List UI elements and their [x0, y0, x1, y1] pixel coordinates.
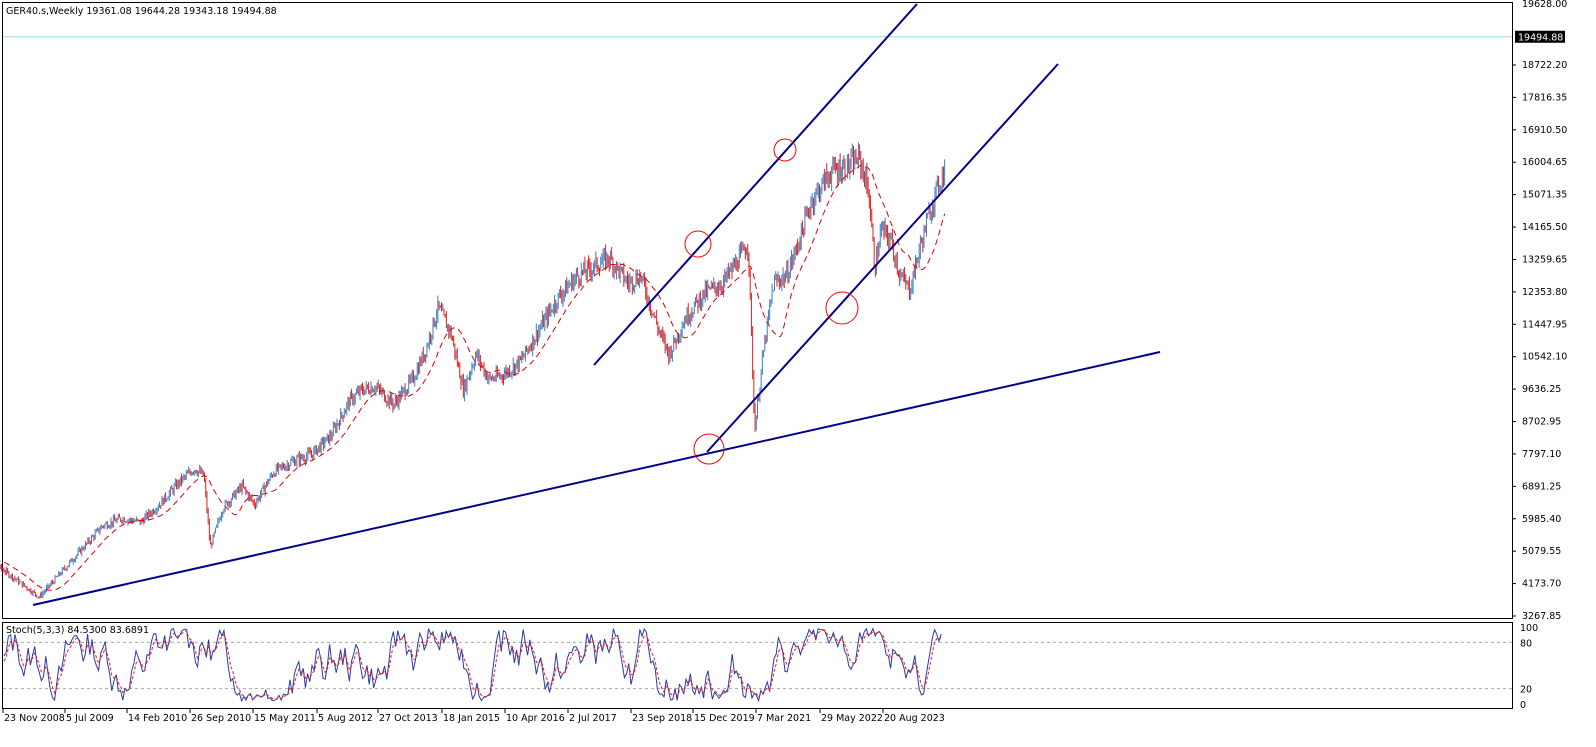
- price-axis: 18722.20 17816.35 16910.50 16004.65 15071.35…: [1512, 0, 1567, 622]
- current-price-box: [1515, 30, 1565, 43]
- moving-average-line: [0, 164, 946, 591]
- time-tick-label: 23 Nov 2008: [4, 713, 65, 724]
- time-tick-label: 15 Dec 2019: [694, 713, 755, 724]
- trendlines-layer[interactable]: [32, 3, 1161, 606]
- time-tick-label: 26 Sep 2010: [191, 713, 251, 724]
- price-tick-label: 9636.25: [1522, 384, 1561, 395]
- time-tick-label: 10 Apr 2016: [506, 713, 565, 724]
- channel-upper-line[interactable]: [593, 3, 918, 366]
- time-tick-label: 27 Oct 2013: [379, 713, 438, 724]
- stochastic-level-label: 80: [1520, 638, 1532, 649]
- price-tick-label: 4173.70: [1522, 579, 1561, 590]
- stochastic-level-label: 0: [1520, 700, 1526, 711]
- price-tick-label: 17816.35: [1522, 92, 1567, 103]
- stochastic-layer: 100 80 20 0: [3, 623, 1538, 711]
- time-tick-label: 14 Feb 2010: [128, 713, 187, 724]
- current-price-label: 19494.88: [1518, 32, 1563, 43]
- price-tick-label: 10542.10: [1522, 352, 1567, 363]
- channel-lower-line[interactable]: [706, 63, 1059, 453]
- time-tick-label: 20 Aug 2023: [884, 713, 945, 724]
- stochastic-level-label: 100: [1520, 623, 1538, 634]
- stochastic-main-line: [3, 627, 942, 703]
- price-tick-label: 8702.95: [1522, 417, 1561, 428]
- time-tick-label: 23 Sep 2018: [632, 713, 692, 724]
- main-chart-frame: [2, 2, 1513, 619]
- price-tick-label: 12353.80: [1522, 287, 1567, 298]
- price-tick-label: 3267.85: [1522, 611, 1561, 622]
- price-tick-label: 16004.65: [1522, 157, 1567, 168]
- price-tick-label: 18722.20: [1522, 60, 1567, 71]
- time-tick-label: 15 May 2011: [254, 713, 316, 724]
- price-tick-label: 5985.40: [1522, 514, 1561, 525]
- stochastic-signal-line: [3, 629, 942, 700]
- price-tick-label-partial: 19628.00: [1522, 0, 1567, 10]
- circle-annotations[interactable]: [684, 138, 859, 465]
- price-tick-label: 5079.55: [1522, 546, 1561, 557]
- time-tick-label: 29 May 2022: [821, 713, 883, 724]
- circle-2020-low[interactable]: [693, 433, 725, 465]
- circle-2021-high[interactable]: [773, 138, 797, 162]
- time-tick-label: 7 Mar 2021: [757, 713, 811, 724]
- price-tick-label: 6891.25: [1522, 481, 1561, 492]
- price-tick-label: 16910.50: [1522, 125, 1567, 136]
- trendline-long-support[interactable]: [32, 351, 1161, 606]
- price-tick-label: 13259.65: [1522, 254, 1567, 265]
- chart-header: GER40.s,Weekly 19361.08 19644.28 19343.1…: [6, 6, 277, 17]
- price-tick-label: 11447.95: [1522, 319, 1567, 330]
- stochastic-label: Stoch(5,3,3) 84.5300 83.6891: [6, 625, 149, 636]
- time-tick-label: 5 Aug 2012: [318, 713, 373, 724]
- circle-2020-high[interactable]: [684, 230, 712, 258]
- stochastic-frame: [2, 622, 1513, 709]
- stochastic-level-label: 20: [1520, 685, 1532, 696]
- price-tick-label: 14165.50: [1522, 222, 1567, 233]
- price-tick-label: 7797.10: [1522, 449, 1561, 460]
- circle-2022-low[interactable]: [825, 291, 859, 325]
- time-tick-label: 5 Jul 2009: [66, 713, 114, 724]
- candles-layer: [0, 142, 946, 599]
- time-tick-label: 18 Jan 2015: [443, 713, 500, 724]
- time-tick-label: 2 Jul 2017: [569, 713, 617, 724]
- time-axis: 23 Nov 2008 5 Jul 2009 14 Feb 2010 26 Sep 2…: [2, 709, 945, 724]
- price-tick-label: 15071.35: [1522, 190, 1567, 201]
